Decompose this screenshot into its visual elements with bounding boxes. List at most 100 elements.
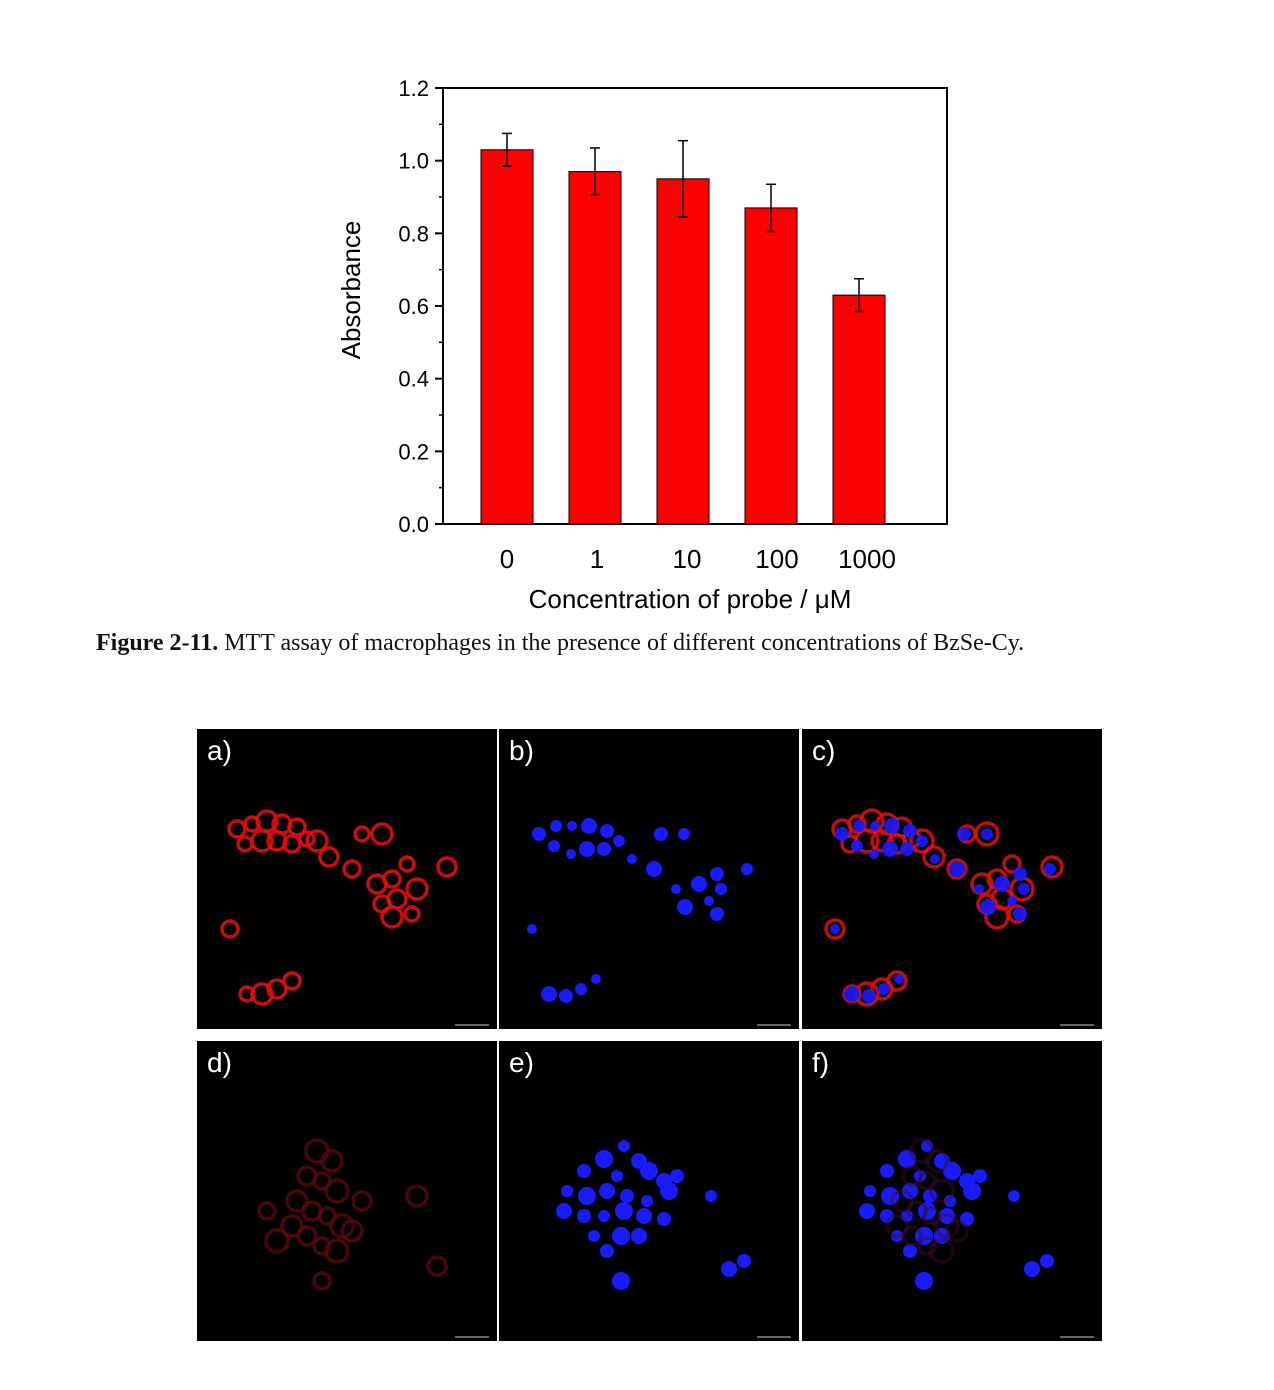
cell-nucleus <box>612 1227 630 1245</box>
cell-nucleus <box>885 1214 909 1238</box>
cell-nucleus <box>266 978 288 1000</box>
cell-nucleus <box>641 1195 653 1207</box>
cell-nucleus <box>929 1238 955 1264</box>
cell-nucleus <box>618 1140 630 1152</box>
cell-nucleus <box>870 829 894 853</box>
cell-nucleus <box>705 1190 717 1202</box>
cell-nucleus <box>264 1228 290 1254</box>
cell-nucleus <box>1040 855 1064 879</box>
cell-nucleus <box>250 829 274 853</box>
cell-nucleus <box>864 1185 876 1197</box>
cell-nucleus <box>660 1182 678 1200</box>
micrograph-panel-d: d) <box>197 1041 497 1341</box>
cell-nucleus <box>903 1244 917 1258</box>
cell-nucleus <box>670 1169 684 1183</box>
cell-nucleus <box>238 985 256 1003</box>
panel-label: b) <box>509 735 534 766</box>
scale-bar <box>757 1024 791 1026</box>
cell-nucleus <box>835 827 849 841</box>
cell-nucleus <box>909 828 935 854</box>
cell-nucleus <box>870 821 880 831</box>
bars <box>480 132 886 525</box>
cell-nucleus <box>405 1184 429 1208</box>
cell-nucleus <box>830 924 840 934</box>
micrograph-panel-b: b) <box>499 729 799 1029</box>
scale-bar <box>1060 1024 1094 1026</box>
cell-nucleus <box>566 849 576 859</box>
cell-nucleus <box>824 918 846 940</box>
y-tick-label: 0.6 <box>398 294 429 319</box>
cell-nucleus <box>943 1162 961 1180</box>
cell-nucleus <box>946 858 968 880</box>
figure-caption: Figure 2-11. MTT assay of macrophages in… <box>96 630 1246 657</box>
x-tick-label: 1 <box>590 544 604 574</box>
cell-nucleus <box>324 1238 350 1264</box>
scale-bar <box>757 1336 791 1338</box>
scale-bar <box>1060 1336 1094 1338</box>
cell-nucleus <box>890 1189 914 1213</box>
cell-nucleus <box>922 845 946 869</box>
cell-nucleus <box>930 854 940 864</box>
cell-nucleus <box>340 1219 364 1243</box>
cell-nucleus <box>1018 883 1030 895</box>
cell-nucleus <box>353 825 371 843</box>
cell-nucleus <box>1002 854 1022 874</box>
cell-nucleus <box>600 824 614 838</box>
cell-nucleus <box>370 822 394 846</box>
cell-nucleus <box>869 849 879 859</box>
cell-nucleus <box>980 899 996 915</box>
x-tick-label: 100 <box>755 544 798 574</box>
cell-nucleus <box>285 1189 309 1213</box>
cell-nucleus <box>627 854 637 864</box>
bar <box>656 178 710 525</box>
cell-nucleus <box>613 835 625 847</box>
micrograph-panel-e: e) <box>499 1041 799 1341</box>
cell-nucleus <box>1013 867 1027 881</box>
cell-nucleus <box>929 1178 955 1204</box>
cell-nucleus <box>595 1150 613 1168</box>
cell-nucleus <box>654 827 668 841</box>
cell-nucleus <box>324 1178 350 1204</box>
cell-nucleus <box>559 989 573 1003</box>
cell-nucleus <box>250 982 274 1006</box>
cell-nucleus <box>671 884 681 894</box>
cell-nucleus <box>721 1261 737 1277</box>
cell-nucleus <box>351 1190 373 1212</box>
cell-nucleus <box>220 919 240 939</box>
cell-nucleus <box>541 986 557 1002</box>
cell-nucleus <box>984 904 1010 930</box>
cell-nucleus <box>287 817 307 837</box>
cell-nucleus <box>646 861 662 877</box>
cell-nucleus <box>853 820 865 832</box>
cell-nucleus <box>318 846 340 868</box>
cell-nucleus <box>710 907 724 921</box>
cell-nucleus <box>900 842 914 856</box>
cell-nucleus <box>737 1254 751 1268</box>
cell-nucleus <box>847 814 867 834</box>
cell-nucleus <box>612 1272 630 1290</box>
panel-label: f) <box>812 1047 830 1078</box>
cell-nucleus <box>881 1187 899 1205</box>
cell-nucleus <box>1008 1190 1020 1202</box>
cell-nucleus <box>548 840 560 852</box>
cell-nucleus <box>598 1210 610 1222</box>
cell-nucleus <box>902 1183 918 1199</box>
cell-nucleus <box>884 818 900 834</box>
cell-nucleus <box>945 1219 969 1243</box>
cell-nucleus <box>949 861 965 877</box>
cell-nucleus <box>1040 1254 1054 1268</box>
cell-nucleus <box>578 1187 596 1205</box>
cell-nucleus <box>581 818 597 834</box>
cell-nucleus <box>880 1164 894 1178</box>
cell-nucleus <box>1013 907 1027 921</box>
cell-nucleus <box>236 835 254 853</box>
y-tick-label: 0.4 <box>398 367 429 392</box>
cell-nucleus <box>970 872 994 896</box>
scale-bar <box>455 1024 489 1026</box>
cell-nucleus <box>851 840 863 852</box>
cell-nucleus <box>599 1183 615 1199</box>
cell-nucleus <box>305 829 329 853</box>
micrograph-panel-a: a) <box>197 729 497 1029</box>
cell-nucleus <box>715 883 727 895</box>
cell-nucleus <box>320 1149 344 1173</box>
